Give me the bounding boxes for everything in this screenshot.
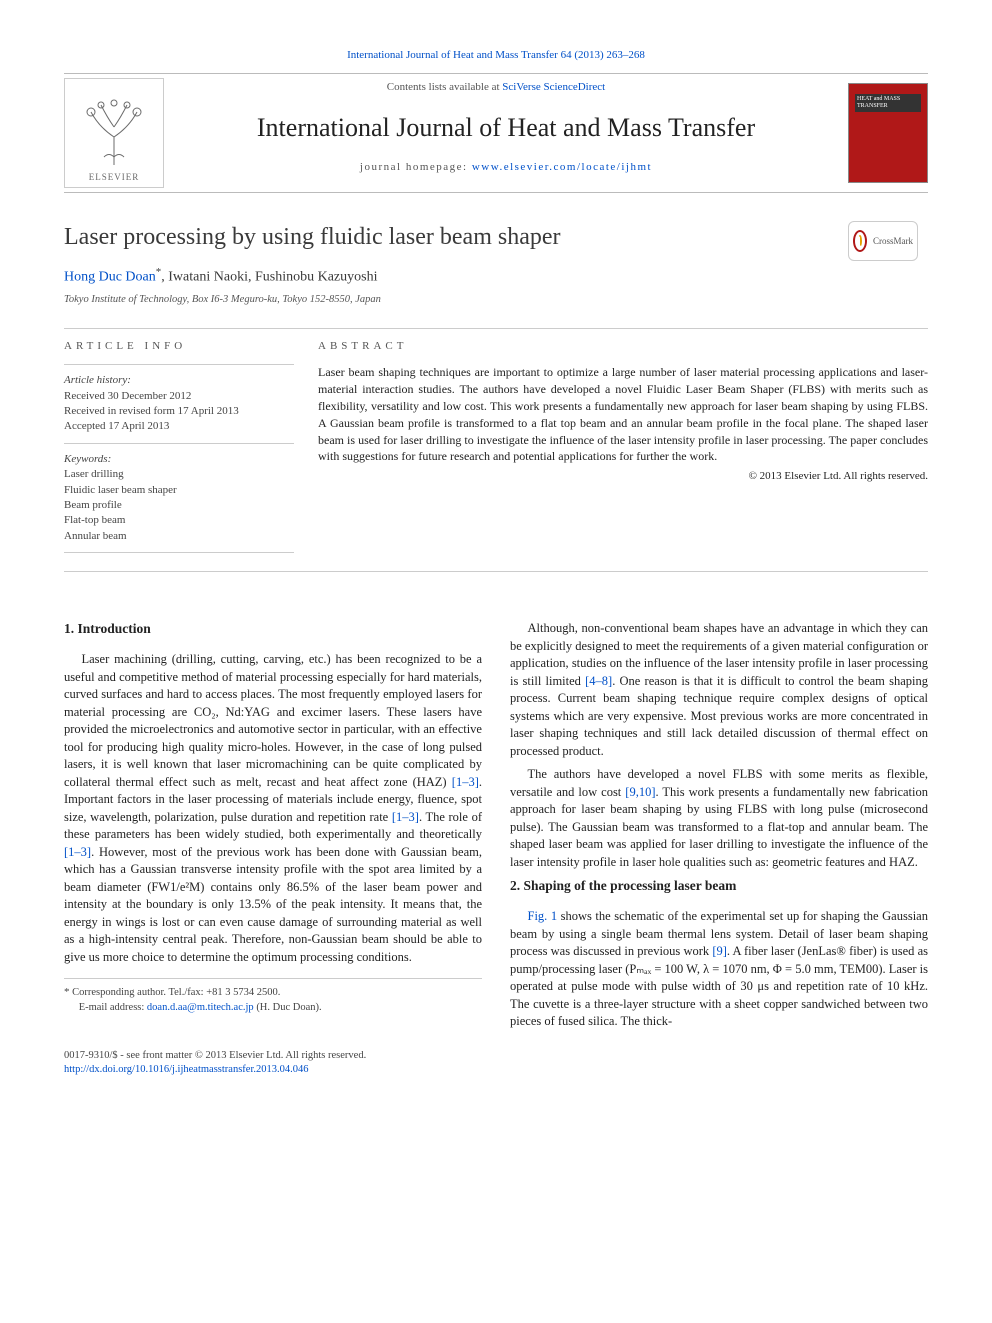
- ref-link-1-3a[interactable]: [1–3]: [452, 775, 479, 789]
- history-revised: Received in revised form 17 April 2013: [64, 404, 294, 419]
- abstract-block: ABSTRACT Laser beam shaping techniques a…: [318, 339, 928, 561]
- article-info-block: ARTICLE INFO Article history: Received 3…: [64, 339, 294, 561]
- page-footer: 0017-9310/$ - see front matter © 2013 El…: [64, 1049, 928, 1078]
- section-1-heading: 1. Introduction: [64, 620, 482, 639]
- ref-link-9-10[interactable]: [9,10]: [625, 785, 655, 799]
- article-info-heading: ARTICLE INFO: [64, 339, 294, 354]
- ref-link-1-3b[interactable]: [1–3]: [392, 810, 419, 824]
- running-head-link[interactable]: International Journal of Heat and Mass T…: [347, 49, 645, 61]
- body-columns: 1. Introduction Laser machining (drillin…: [64, 620, 928, 1030]
- journal-homepage-link[interactable]: www.elsevier.com/locate/ijhmt: [472, 161, 652, 173]
- authors-rest: , Iwatani Naoki, Fushinobu Kazuyoshi: [161, 270, 377, 285]
- history-received: Received 30 December 2012: [64, 389, 294, 404]
- crossmark-label: CrossMark: [873, 235, 913, 248]
- text-run: Laser machining (drilling, cutting, carv…: [64, 652, 482, 789]
- author-corresponding[interactable]: Hong Duc Doan: [64, 270, 156, 285]
- affiliation: Tokyo Institute of Technology, Box I6-3 …: [64, 293, 832, 308]
- journal-title: International Journal of Heat and Mass T…: [180, 110, 832, 146]
- ref-link-4-8[interactable]: [4–8]: [585, 674, 612, 688]
- elsevier-tree-icon: [79, 97, 149, 167]
- masthead: Contents lists available at SciVerse Sci…: [64, 73, 928, 193]
- s2-paragraph-1: Fig. 1 shows the schematic of the experi…: [510, 908, 928, 1031]
- keywords-heading: Keywords:: [64, 452, 294, 467]
- contents-text: Contents lists available at: [387, 81, 502, 93]
- footnote-marker: *: [64, 986, 70, 998]
- s1-paragraph-1: Laser machining (drilling, cutting, carv…: [64, 651, 482, 966]
- ref-link-1-3c[interactable]: [1–3]: [64, 845, 91, 859]
- abstract-copyright: © 2013 Elsevier Ltd. All rights reserved…: [318, 469, 928, 484]
- cover-label-1: HEAT and MASS: [857, 96, 919, 103]
- sciencedirect-link[interactable]: SciVerse ScienceDirect: [502, 81, 605, 93]
- crossmark-badge[interactable]: CrossMark: [848, 221, 918, 261]
- ref-link-9[interactable]: [9]: [712, 944, 727, 958]
- fig-link-1[interactable]: Fig. 1: [528, 909, 558, 923]
- s1-paragraph-2: Although, non-conventional beam shapes h…: [510, 620, 928, 760]
- keyword-4: Flat-top beam: [64, 513, 294, 528]
- divider: [64, 328, 928, 329]
- keyword-5: Annular beam: [64, 529, 294, 544]
- footnote-corr-text: Corresponding author. Tel./fax: +81 3 57…: [72, 987, 280, 998]
- footnote-email-link[interactable]: doan.d.aa@m.titech.ac.jp: [147, 1002, 254, 1013]
- article-title: Laser processing by using fluidic laser …: [64, 221, 832, 255]
- s1-paragraph-3: The authors have developed a novel FLBS …: [510, 766, 928, 871]
- history-heading: Article history:: [64, 373, 294, 388]
- history-accepted: Accepted 17 April 2013: [64, 419, 294, 434]
- journal-homepage-line: journal homepage: www.elsevier.com/locat…: [180, 160, 832, 175]
- contents-available-line: Contents lists available at SciVerse Sci…: [64, 80, 928, 95]
- section-2-heading: 2. Shaping of the processing laser beam: [510, 877, 928, 896]
- corresponding-footnote: * Corresponding author. Tel./fax: +81 3 …: [64, 978, 482, 1015]
- cover-label-2: TRANSFER: [857, 103, 919, 110]
- footnote-email-paren: (H. Duc Doan).: [254, 1002, 322, 1013]
- issn-line: 0017-9310/$ - see front matter © 2013 El…: [64, 1049, 928, 1064]
- running-head-citation: International Journal of Heat and Mass T…: [64, 48, 928, 63]
- text-run: . However, most of the previous work has…: [64, 845, 482, 964]
- abstract-heading: ABSTRACT: [318, 339, 928, 354]
- homepage-label: journal homepage:: [360, 161, 472, 173]
- footnote-email-label: E-mail address:: [79, 1002, 147, 1013]
- crossmark-icon: [853, 230, 867, 252]
- author-list: Hong Duc Doan*, Iwatani Naoki, Fushinobu…: [64, 265, 832, 287]
- elsevier-wordmark: ELSEVIER: [89, 171, 140, 184]
- keyword-2: Fluidic laser beam shaper: [64, 483, 294, 498]
- keyword-1: Laser drilling: [64, 467, 294, 482]
- abstract-text: Laser beam shaping techniques are import…: [318, 364, 928, 465]
- keyword-3: Beam profile: [64, 498, 294, 513]
- doi-link[interactable]: http://dx.doi.org/10.1016/j.ijheatmasstr…: [64, 1064, 309, 1075]
- journal-cover-thumbnail: HEAT and MASS TRANSFER: [848, 83, 928, 183]
